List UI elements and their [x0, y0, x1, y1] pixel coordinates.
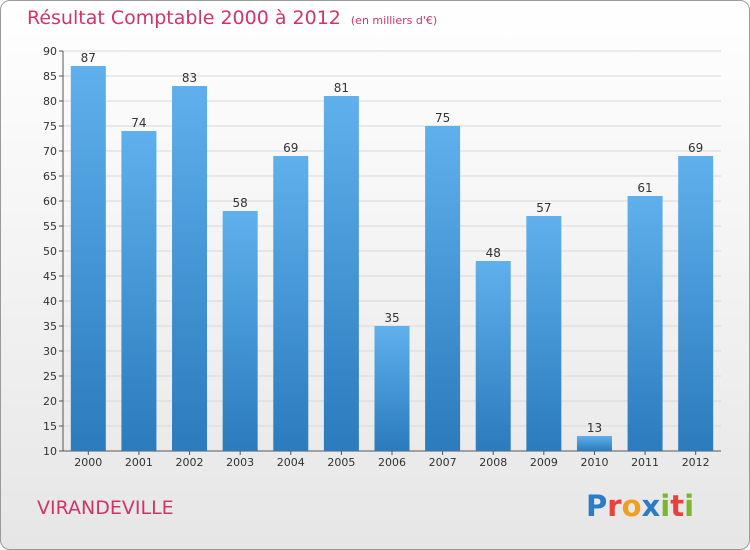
- value-label-2004: 69: [283, 141, 298, 155]
- x-tick-label-2004: 2004: [277, 456, 305, 469]
- value-label-2012: 69: [688, 141, 703, 155]
- logo-letter: x: [641, 489, 661, 523]
- y-tick-label: 25: [43, 370, 57, 383]
- chart-subtitle: (en milliers d'€): [350, 14, 438, 27]
- value-label-2006: 35: [384, 311, 399, 325]
- x-tick-label-2011: 2011: [631, 456, 659, 469]
- x-tick-label-2006: 2006: [378, 456, 406, 469]
- bar-2003[interactable]: [222, 211, 258, 451]
- y-tick-label: 20: [43, 395, 57, 408]
- bar-2009[interactable]: [526, 216, 562, 451]
- logo-letter: r: [607, 489, 622, 523]
- labels: 10 15 20 25 30 35 40 45 50 55 60 65 70 75 80 85 90 87 2000…: [43, 45, 710, 469]
- bars: [70, 66, 714, 451]
- x-tick-label-2009: 2009: [530, 456, 558, 469]
- logo-letter: o: [621, 489, 642, 523]
- logo-letter: t: [670, 489, 685, 523]
- logo-letter: i: [684, 489, 695, 523]
- value-label-2009: 57: [536, 201, 551, 215]
- value-label-2011: 61: [637, 181, 652, 195]
- y-tick-label: 90: [43, 45, 57, 58]
- bar-2010[interactable]: [576, 436, 612, 451]
- y-tick-label: 10: [43, 445, 57, 458]
- y-tick-label: 70: [43, 145, 57, 158]
- bar-2012[interactable]: [678, 156, 714, 451]
- town-name: VIRANDEVILLE: [37, 497, 174, 519]
- y-tick-label: 35: [43, 320, 57, 333]
- chart-title-text: Résultat Comptable 2000 à 2012: [27, 7, 341, 29]
- y-tick-label: 75: [43, 120, 57, 133]
- bar-2011[interactable]: [627, 196, 663, 451]
- bar-2005[interactable]: [323, 96, 359, 451]
- logo-letter: i: [660, 489, 671, 523]
- x-tick-label-2000: 2000: [74, 456, 102, 469]
- y-tick-label: 30: [43, 345, 57, 358]
- bar-2004[interactable]: [273, 156, 309, 451]
- y-tick-label: 55: [43, 220, 57, 233]
- x-tick-label-2012: 2012: [682, 456, 710, 469]
- x-tick-label-2002: 2002: [176, 456, 204, 469]
- bar-2008[interactable]: [475, 261, 511, 451]
- x-tick-label-2003: 2003: [226, 456, 254, 469]
- value-label-2003: 58: [233, 196, 248, 210]
- bar-2007[interactable]: [425, 126, 461, 451]
- y-tick-label: 50: [43, 245, 57, 258]
- bar-2001[interactable]: [121, 131, 157, 451]
- value-label-2010: 13: [587, 421, 602, 435]
- x-tick-label-2010: 2010: [580, 456, 608, 469]
- x-tick-label-2007: 2007: [429, 456, 457, 469]
- value-label-2002: 83: [182, 71, 197, 85]
- bar-2006[interactable]: [374, 326, 410, 451]
- proxiti-logo[interactable]: Proxiti: [586, 489, 694, 523]
- y-tick-label: 40: [43, 295, 57, 308]
- y-tick-label: 80: [43, 95, 57, 108]
- y-tick-label: 45: [43, 270, 57, 283]
- x-tick-label-2001: 2001: [125, 456, 153, 469]
- y-tick-label: 15: [43, 420, 57, 433]
- chart-title: Résultat Comptable 2000 à 2012 (en millie…: [27, 7, 437, 29]
- value-label-2001: 74: [131, 116, 146, 130]
- logo-letter: P: [586, 489, 608, 523]
- bar-2002[interactable]: [172, 86, 208, 451]
- y-tick-label: 65: [43, 170, 57, 183]
- x-tick-label-2005: 2005: [327, 456, 355, 469]
- value-label-2008: 48: [486, 246, 501, 260]
- y-tick-label: 60: [43, 195, 57, 208]
- value-label-2005: 81: [334, 81, 349, 95]
- bar-2000[interactable]: [70, 66, 106, 451]
- x-tick-label-2008: 2008: [479, 456, 507, 469]
- value-label-2000: 87: [81, 51, 96, 65]
- y-tick-label: 85: [43, 70, 57, 83]
- value-label-2007: 75: [435, 111, 450, 125]
